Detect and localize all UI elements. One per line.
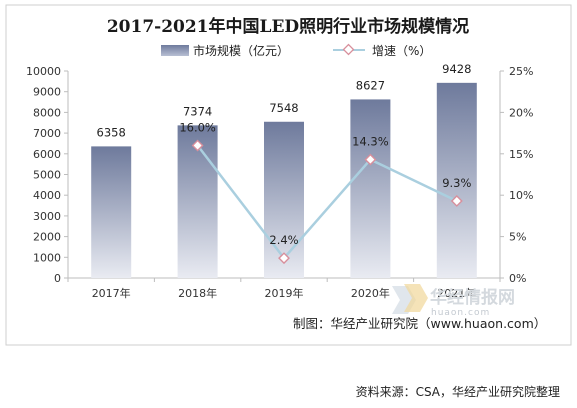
growth-point [278, 252, 290, 265]
bars [91, 82, 477, 279]
x-tick-label: 2018年 [178, 286, 217, 300]
x-axis-ticks: 2017年 2018年 2019年 2020年 2021年 [67, 278, 501, 300]
bar-labels: 6358 7374 7548 8627 9428 [97, 62, 472, 140]
source-note: 资料来源：CSA，华经产业研究院整理 [356, 384, 560, 399]
left-axis-ticks: 0 1000 2000 3000 4000 5000 6000 7000 8000 9000 100… [26, 65, 68, 285]
x-tick-label: 2019年 [265, 286, 304, 300]
growth-line [196, 144, 458, 261]
growth-point [364, 153, 377, 166]
growth-line-series [191, 139, 463, 265]
watermark: 华经情报网 huaon.com [392, 284, 515, 318]
growth-value-label: 9.3% [442, 176, 471, 190]
right-tick-label: 0% [509, 272, 526, 285]
left-tick-label: 6000 [33, 148, 61, 161]
x-tick-label: 2020年 [351, 286, 390, 300]
left-tick-label: 10000 [26, 65, 61, 78]
x-tick-label: 2017年 [92, 286, 131, 300]
left-tick-label: 5000 [33, 169, 61, 182]
chart-credit: 制图：华经产业研究院（www.huaon.com） [293, 316, 546, 331]
bar-value-label: 7374 [183, 104, 212, 118]
right-tick-label: 15% [509, 148, 533, 161]
left-tick-label: 2000 [33, 231, 61, 244]
legend-line-marker [342, 43, 355, 56]
bar [91, 146, 132, 278]
growth-point [191, 139, 204, 152]
growth-value-label: 2.4% [269, 233, 298, 247]
left-tick-label: 3000 [33, 210, 61, 223]
watermark-logo-icon-accent [404, 284, 428, 312]
left-tick-label: 7000 [33, 127, 61, 140]
left-tick-label: 0 [54, 272, 61, 285]
legend: 市场规模（亿元） 增速（%） [161, 43, 431, 58]
growth-value-label: 16.0% [179, 121, 216, 135]
growth-value-label: 14.3% [352, 135, 389, 149]
growth-point [450, 195, 463, 207]
bar [264, 121, 304, 278]
x-tick-label: 2021年 [437, 286, 476, 300]
left-tick-label: 1000 [33, 251, 61, 264]
legend-bar-label: 市场规模（亿元） [193, 43, 289, 58]
chart-title: 2017-2021年中国LED照明行业市场规模情况 [107, 16, 469, 37]
bar [350, 99, 391, 278]
left-tick-label: 8000 [33, 106, 61, 119]
right-tick-label: 5% [509, 231, 526, 244]
bar-value-label: 7548 [269, 101, 298, 115]
bar-value-label: 9428 [442, 62, 471, 76]
left-tick-label: 4000 [33, 189, 61, 202]
right-tick-label: 25% [509, 65, 533, 78]
right-tick-label: 10% [509, 189, 533, 202]
legend-line-label: 增速（%） [372, 44, 431, 58]
watermark-text: 华经情报网 [430, 287, 515, 308]
bar [436, 82, 477, 279]
bar-value-label: 8627 [356, 78, 385, 92]
watermark-subtext: huaon.com [431, 308, 490, 318]
right-axis-ticks: 0% 5% 10% 15% 20% 25% [500, 65, 533, 285]
left-tick-label: 9000 [33, 86, 61, 99]
growth-labels: 16.0% 2.4% 14.3% 9.3% [179, 121, 471, 248]
legend-bar-swatch [161, 45, 189, 56]
bar-value-label: 6358 [97, 125, 126, 139]
right-tick-label: 20% [509, 106, 533, 119]
